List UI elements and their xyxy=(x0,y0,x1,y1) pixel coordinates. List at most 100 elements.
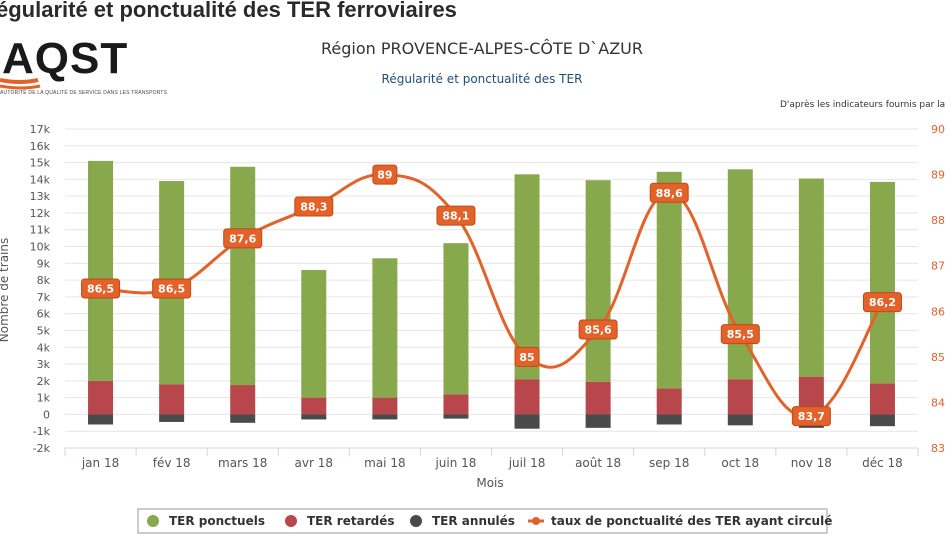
bar-ter-retardes xyxy=(869,383,895,415)
bar-ter-annules xyxy=(656,414,682,425)
legend-marker xyxy=(532,517,540,525)
y-axis-title: Nombre de trains xyxy=(0,238,11,343)
x-tick-label: oct 18 xyxy=(721,456,759,470)
legend-label: TER annulés xyxy=(432,514,515,528)
legend-marker xyxy=(285,515,297,527)
data-label: 86,5 xyxy=(87,283,114,296)
bar-ter-annules xyxy=(159,414,185,422)
bar-ter-retardes xyxy=(585,381,611,415)
y-axis-left: -2k -1k 0 1k 2k 3k 4k 5k 6k 7k 8k 9k 10k 11k 12k 13k 14k… xyxy=(30,123,51,455)
x-tick-label: mai 18 xyxy=(364,456,405,470)
data-label: 88,3 xyxy=(300,200,327,213)
logo-tagline: AUTORITÉ DE LA QUALITÉ DE SERVICE DANS L… xyxy=(0,90,168,96)
data-label: 87,6 xyxy=(229,232,256,245)
legend-marker xyxy=(410,515,422,527)
data-label-box xyxy=(372,164,398,185)
x-tick-label: avr 18 xyxy=(295,456,333,470)
y2-tick-label: 89 xyxy=(931,169,945,182)
data-label: 85,6 xyxy=(585,324,612,337)
data-label: 89 xyxy=(377,169,392,182)
y-tick-label: 9k xyxy=(37,257,51,270)
bar-ter-annules xyxy=(443,414,469,419)
data-label: 85 xyxy=(519,351,534,364)
x-axis-title: Mois xyxy=(476,476,503,490)
bar-ter-annules xyxy=(301,414,327,420)
chart-subtitle: Régularité et ponctualité des TER xyxy=(382,72,583,86)
x-tick-label: jan 18 xyxy=(81,456,119,470)
bar-ter-retardes xyxy=(88,380,114,415)
x-tick-label: fév 18 xyxy=(153,456,191,470)
bar-ter-retardes xyxy=(514,379,540,415)
bar-ter-annules xyxy=(869,414,895,427)
data-label-box xyxy=(649,182,689,203)
bar-ter-retardes xyxy=(230,385,256,415)
grid-lines xyxy=(65,128,918,449)
chart-credit: D'après les indicateurs fournis par la xyxy=(780,99,945,110)
chart-title: Région PROVENCE-ALPES-CÔTE D`AZUR xyxy=(321,39,643,58)
logo-wordmark: AQST xyxy=(2,34,129,83)
logo-text: AQST xyxy=(2,34,128,84)
y-tick-label: 14k xyxy=(30,173,51,186)
y-tick-label: 4k xyxy=(37,341,51,354)
y2-tick-label: 83 xyxy=(931,442,945,455)
bar-ter-annules xyxy=(230,414,256,423)
bar-ter-retardes xyxy=(159,384,185,415)
logo-swoosh-icon xyxy=(0,78,41,90)
legend-label: taux de ponctualité des TER ayant circul… xyxy=(551,514,832,528)
bar-ter-annules xyxy=(88,414,114,425)
bar-ter-ponctuels xyxy=(443,243,469,395)
data-label-box xyxy=(152,278,192,299)
bar-ter-retardes xyxy=(656,388,682,415)
x-tick-label: juin 18 xyxy=(434,456,476,470)
x-axis: jan 18 fév 18 mars 18 avr 18 mai 18 juin 18 ju… xyxy=(64,447,919,470)
y-tick-label: 16k xyxy=(30,140,51,153)
bar-ter-annules xyxy=(372,414,398,420)
y-tick-label: 7k xyxy=(37,291,51,304)
y-axis-right: 83 84 85 86 87 88 89 90 xyxy=(931,123,945,455)
y2-tick-label: 86 xyxy=(931,305,945,318)
y-tick-label: 3k xyxy=(37,358,51,371)
bars xyxy=(88,160,895,429)
y-tick-label: 0 xyxy=(43,408,50,421)
bar-ter-ponctuels xyxy=(585,180,611,382)
y-tick-label: 2k xyxy=(37,375,51,388)
bar-ter-ponctuels xyxy=(514,174,540,380)
data-label-box xyxy=(862,292,902,313)
x-tick-label: mars 18 xyxy=(218,456,267,470)
data-label: 83,7 xyxy=(798,410,825,423)
y-tick-label: 13k xyxy=(30,190,51,203)
y2-tick-label: 87 xyxy=(931,260,945,273)
legend-box xyxy=(137,508,828,534)
y-tick-label: 15k xyxy=(30,157,51,170)
data-label-box xyxy=(791,406,831,427)
data-label: 85,5 xyxy=(727,328,754,341)
y-tick-label: -1k xyxy=(33,425,51,438)
data-labels: 86,5 86,5 87,6 88,3 89 88,1 85 85,6 88,6 85,5 83,7… xyxy=(81,164,902,427)
y-tick-label: -2k xyxy=(33,442,51,455)
data-label: 88,1 xyxy=(442,210,469,223)
legend-marker xyxy=(147,515,159,527)
x-tick-label: nov 18 xyxy=(791,456,832,470)
x-tick-label: juil 18 xyxy=(508,456,546,470)
bar-ter-retardes xyxy=(301,397,327,415)
bar-ter-ponctuels xyxy=(656,171,682,389)
y-tick-label: 8k xyxy=(37,274,51,287)
page-header: égularité et ponctualité des TER ferrovi… xyxy=(0,0,457,22)
bar-ter-ponctuels xyxy=(727,169,753,380)
y2-tick-label: 84 xyxy=(931,396,945,409)
bar-ter-ponctuels xyxy=(372,258,398,398)
bar-ter-retardes xyxy=(727,379,753,415)
data-label-box xyxy=(578,319,618,340)
legend-label: TER retardés xyxy=(307,514,394,528)
y2-tick-label: 85 xyxy=(931,351,945,364)
legend: TER ponctuels TER retardés TER annulés taux… xyxy=(137,508,832,534)
data-label: 88,6 xyxy=(656,187,683,200)
data-label-box xyxy=(294,196,334,217)
bar-ter-retardes xyxy=(443,394,469,415)
data-label-box xyxy=(436,205,476,226)
bar-ter-ponctuels xyxy=(869,181,895,384)
y-tick-label: 17k xyxy=(30,123,51,136)
y-tick-label: 1k xyxy=(37,392,51,405)
data-label-box xyxy=(81,278,121,299)
bar-ter-ponctuels xyxy=(88,160,114,381)
